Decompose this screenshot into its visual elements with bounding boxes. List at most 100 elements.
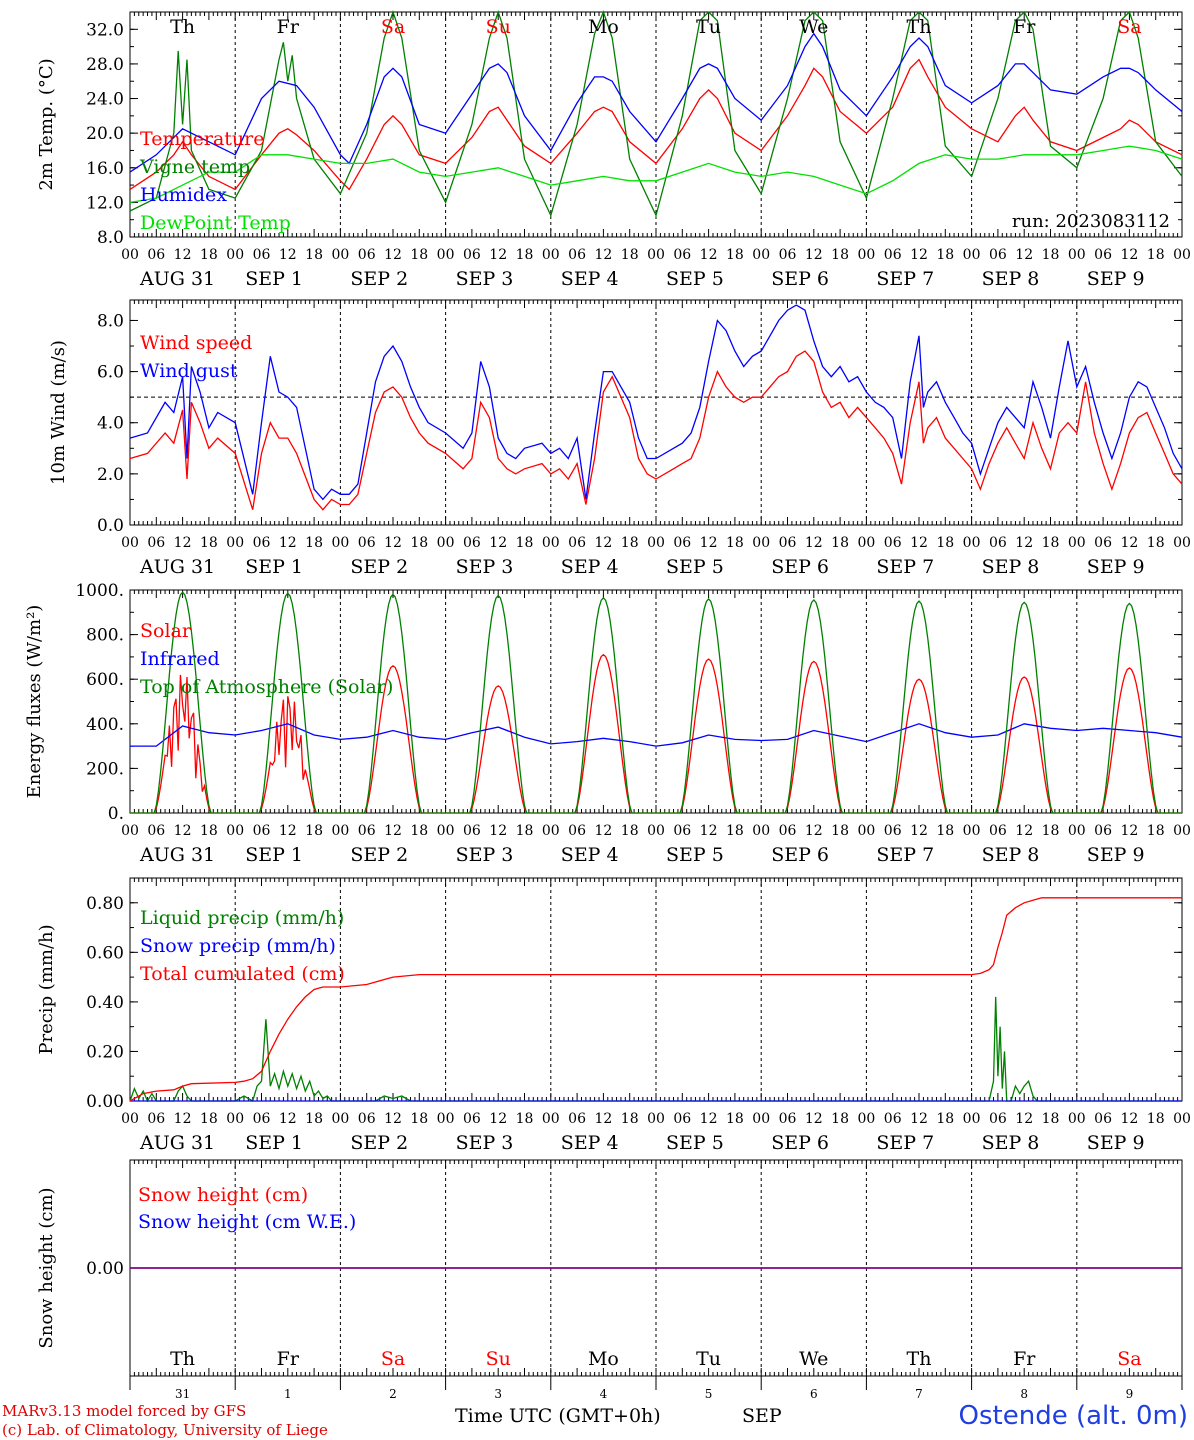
energy-y-axis-title: Energy fluxes (W/m²) [24, 605, 45, 799]
bottom-day-number: 1 [284, 1387, 292, 1401]
precip-hour-label: 00 [437, 1111, 455, 1127]
wind-date-label: SEP 6 [771, 556, 829, 578]
temp-hour-label: 12 [174, 247, 192, 263]
energy-legend-solar: Solar [140, 620, 192, 642]
temp-y-tick-label: 32.0 [86, 20, 124, 40]
energy-hour-label: 00 [963, 823, 981, 839]
wind-hour-label: 18 [831, 535, 849, 551]
precip-series-total-cumulated-cm [129, 897, 1182, 1102]
bottom-day-number: 4 [600, 1387, 608, 1401]
temp-hour-label: 12 [910, 247, 928, 263]
energy-hour-label: 00 [226, 823, 244, 839]
wind-hour-label: 00 [857, 535, 875, 551]
temp-date-label: SEP 6 [771, 268, 829, 290]
precip-hour-label: 18 [1147, 1111, 1165, 1127]
wind-series-wind-gust [129, 304, 1183, 501]
temp-date-label: SEP 4 [561, 268, 619, 290]
top-dow-label: Mo [588, 16, 619, 38]
wind-hour-label: 12 [1120, 535, 1138, 551]
bottom-day-number: 9 [1126, 1387, 1134, 1401]
wind-hour-label: 12 [700, 535, 718, 551]
energy-hour-label: 12 [594, 823, 612, 839]
top-dow-label: Tu [696, 16, 721, 38]
top-dow-label: Th [907, 16, 932, 38]
wind-date-label: SEP 8 [982, 556, 1040, 578]
snow-y-tick-label: 0.00 [86, 1259, 124, 1279]
energy-date-label: SEP 3 [456, 844, 514, 866]
bottom-day-number: 3 [494, 1387, 502, 1401]
top-dow-label: We [799, 16, 828, 38]
temp-y-tick-label: 20.0 [86, 124, 124, 144]
wind-hour-label: 18 [936, 535, 954, 551]
precip-hour-label: 00 [542, 1111, 560, 1127]
bottom-day-number: 8 [1020, 1387, 1028, 1401]
energy-hour-label: 18 [1147, 823, 1165, 839]
energy-date-label: AUG 31 [139, 844, 215, 866]
precip-y-tick-label: 0.00 [86, 1092, 124, 1112]
precip-hour-label: 06 [884, 1111, 902, 1127]
top-dow-label: Fr [277, 16, 300, 38]
temp-hour-label: 00 [437, 247, 455, 263]
wind-legend-wind-gust: Wind gust [140, 360, 238, 382]
temp-hour-label: 06 [358, 247, 376, 263]
temp-hour-label: 06 [253, 247, 271, 263]
energy-y-tick-label: 200. [86, 759, 124, 779]
temp-hour-label: 18 [410, 247, 428, 263]
wind-hour-label: 18 [200, 535, 218, 551]
temp-hour-label: 18 [516, 247, 534, 263]
wind-hour-label: 00 [437, 535, 455, 551]
energy-date-label: SEP 1 [245, 844, 303, 866]
wind-y-tick-label: 2.0 [97, 465, 124, 485]
energy-hour-label: 12 [1015, 823, 1033, 839]
temp-y-axis-title: 2m Temp. (°C) [36, 58, 57, 190]
temp-hour-label: 12 [279, 247, 297, 263]
precip-hour-label: 18 [621, 1111, 639, 1127]
precip-hour-label: 06 [673, 1111, 691, 1127]
temp-hour-label: 12 [1120, 247, 1138, 263]
temp-hour-label: 06 [779, 247, 797, 263]
temp-hour-label: 06 [673, 247, 691, 263]
temp-hour-label: 00 [331, 247, 349, 263]
temp-hour-label: 18 [305, 247, 323, 263]
x-axis-title: Time UTC (GMT+0h) [455, 1405, 661, 1427]
temp-date-label: SEP 8 [982, 268, 1040, 290]
lab-credit: (c) Lab. of Climatology, University of L… [2, 1421, 328, 1439]
temp-date-label: SEP 2 [350, 268, 408, 290]
precip-hour-label: 06 [463, 1111, 481, 1127]
temp-legend-vigne-temp: Vigne temp [139, 156, 250, 178]
station-name: Ostende (alt. 0m) [958, 1401, 1188, 1431]
energy-hour-label: 12 [910, 823, 928, 839]
energy-hour-label: 00 [647, 823, 665, 839]
temp-hour-label: 06 [147, 247, 165, 263]
wind-hour-label: 12 [910, 535, 928, 551]
temp-hour-label: 12 [700, 247, 718, 263]
energy-y-tick-label: 800. [86, 626, 124, 646]
precip-hour-label: 12 [279, 1111, 297, 1127]
bottom-day-number: 6 [810, 1387, 818, 1401]
wind-hour-label: 12 [489, 535, 507, 551]
wind-hour-label: 00 [963, 535, 981, 551]
precip-hour-label: 06 [147, 1111, 165, 1127]
energy-hour-label: 00 [437, 823, 455, 839]
precip-hour-label: 18 [726, 1111, 744, 1127]
energy-hour-label: 18 [516, 823, 534, 839]
temp-legend-temperature: Temperature [140, 128, 264, 150]
precip-hour-label: 06 [358, 1111, 376, 1127]
precip-date-label: SEP 5 [666, 1132, 724, 1154]
wind-hour-label: 06 [673, 535, 691, 551]
precip-hour-label: 12 [805, 1111, 823, 1127]
energy-hour-label: 18 [1042, 823, 1060, 839]
precip-date-label: SEP 6 [771, 1132, 829, 1154]
wind-hour-label: 06 [253, 535, 271, 551]
energy-date-label: SEP 5 [666, 844, 724, 866]
wind-y-tick-label: 4.0 [97, 414, 124, 434]
wind-hour-label: 00 [752, 535, 770, 551]
energy-hour-label: 18 [936, 823, 954, 839]
energy-hour-label: 12 [489, 823, 507, 839]
precip-y-tick-label: 0.40 [86, 993, 124, 1013]
energy-hour-label: 06 [253, 823, 271, 839]
precip-y-tick-label: 0.80 [86, 894, 124, 914]
wind-date-label: SEP 9 [1087, 556, 1145, 578]
wind-hour-label: 06 [884, 535, 902, 551]
wind-hour-label: 12 [805, 535, 823, 551]
